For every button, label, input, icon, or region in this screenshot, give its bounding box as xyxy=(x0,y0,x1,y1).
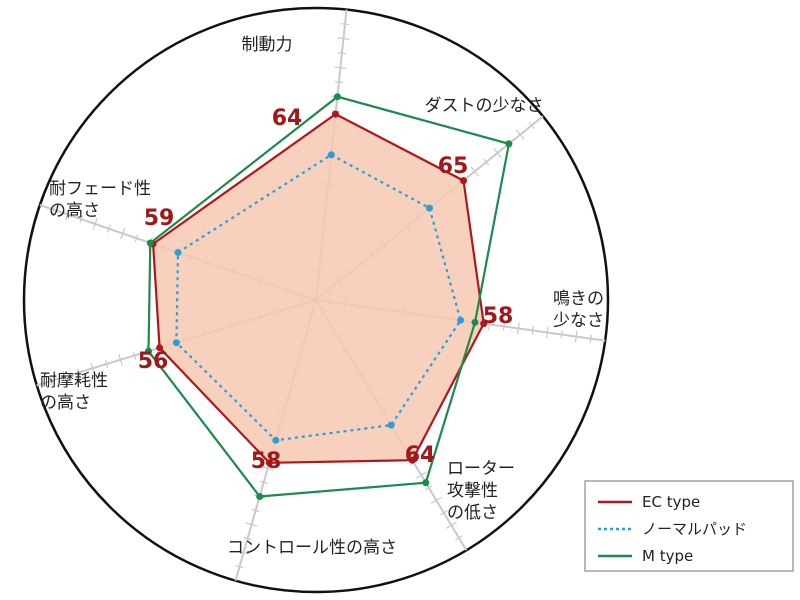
axis-tick xyxy=(92,218,98,230)
axis-tick xyxy=(440,510,448,516)
legend-label-0: EC type xyxy=(642,493,700,511)
axis-tick xyxy=(79,215,84,224)
value-label-5: 56 xyxy=(138,349,169,374)
axis-tick xyxy=(415,471,427,479)
series-2-point-4 xyxy=(256,493,264,500)
series-2-point-0 xyxy=(333,93,341,101)
series-1-point-3 xyxy=(387,421,395,429)
axis-tick xyxy=(560,330,563,339)
axis-tick xyxy=(132,351,137,360)
axis-tick xyxy=(425,485,433,491)
axis-tick xyxy=(76,368,81,377)
axis-tick xyxy=(470,166,480,177)
axis-tick xyxy=(251,508,260,513)
value-label-3: 64 xyxy=(405,443,436,468)
axis-tick xyxy=(337,37,350,40)
axis-label-1-line-0: ダストの少なさ xyxy=(425,96,544,116)
axis-label-2-line-1: 少なさ xyxy=(553,311,604,331)
axis-label-2-line-0: 鳴きの xyxy=(553,289,604,309)
axis-tick xyxy=(515,129,525,140)
series-0-point-5 xyxy=(156,344,164,352)
axis-tick xyxy=(243,536,252,541)
legend-label-2: M type xyxy=(642,547,693,565)
series-0-point-2 xyxy=(480,320,488,328)
series-2-point-5 xyxy=(145,347,152,355)
axis-tick xyxy=(120,227,126,240)
series-2-point-1 xyxy=(505,140,513,148)
axis-label-5-line-1: の高さ xyxy=(40,393,91,413)
axis-label-3-line-1: 攻撃性 xyxy=(447,481,498,501)
series-0-polygon xyxy=(151,112,485,464)
series-1-point-5 xyxy=(172,339,180,347)
axis-tick xyxy=(545,326,549,339)
axis-label-3-line-0: ローター xyxy=(447,459,515,479)
axis-tick xyxy=(90,362,95,375)
axis-tick xyxy=(261,466,274,471)
series-2-point-2 xyxy=(471,318,479,326)
axis-tick xyxy=(62,370,68,383)
axis-label-6-line-1: の高さ xyxy=(49,201,100,221)
axis-tick xyxy=(237,550,250,555)
axis-tick xyxy=(483,158,490,166)
axis-tick xyxy=(51,205,56,214)
axis-tick xyxy=(334,81,343,84)
axis-tick xyxy=(334,66,347,69)
axis-tick xyxy=(245,522,258,527)
axis-tick xyxy=(337,52,346,55)
axis-tick xyxy=(235,564,244,569)
axis-tick xyxy=(134,234,139,243)
series-0-point-1 xyxy=(460,177,467,185)
value-label-2: 58 xyxy=(483,304,514,329)
axis-tick xyxy=(64,208,71,221)
series-2-point-6 xyxy=(146,239,154,247)
axis-label-0-line-0: 制動力 xyxy=(242,35,293,55)
axis-tick xyxy=(455,535,463,541)
axis-tick xyxy=(589,334,592,343)
value-label-4: 58 xyxy=(251,449,282,474)
series-1-point-6 xyxy=(174,249,182,256)
value-label-1: 65 xyxy=(438,154,469,179)
axis-tick xyxy=(445,521,457,529)
axis-tick xyxy=(516,322,520,335)
axis-tick xyxy=(259,480,268,485)
value-label-6: 59 xyxy=(144,206,175,231)
series-2-polygon xyxy=(147,95,511,498)
axis-tick xyxy=(118,353,123,366)
series-1-point-4 xyxy=(272,436,280,444)
axis-tick xyxy=(502,322,506,331)
axis-tick xyxy=(528,121,535,129)
series-0-point-0 xyxy=(332,110,339,118)
axis-tick xyxy=(488,318,491,331)
axis-label-5-line-0: 耐摩耗性 xyxy=(40,371,108,391)
axis-tick xyxy=(531,326,535,335)
axis-label-6-line-0: 耐フェード性 xyxy=(49,179,151,199)
axis-tick xyxy=(107,224,111,233)
axis-label-3-line-2: の低さ xyxy=(447,503,498,523)
axis-tick xyxy=(430,496,442,504)
legend-label-1: ノーマルパッド xyxy=(642,520,747,538)
value-labels: 64 65 58 64 58 56 59 xyxy=(138,106,514,474)
series-layer xyxy=(145,93,513,500)
axis-tick xyxy=(574,330,578,343)
series-0-point-3 xyxy=(408,456,416,464)
series-2-point-3 xyxy=(422,479,430,487)
value-label-0: 64 xyxy=(272,106,303,131)
series-1-point-2 xyxy=(457,316,465,324)
legend: EC type ノーマルパッド M type xyxy=(584,480,794,572)
series-0-point-4 xyxy=(265,459,273,467)
axis-tick xyxy=(48,377,53,386)
series-1-point-0 xyxy=(327,151,335,159)
axis-tick xyxy=(493,147,502,159)
axis-tick xyxy=(340,23,350,26)
axis-label-4-line-0: コントロール性の高さ xyxy=(227,538,397,558)
series-1-point-1 xyxy=(426,204,433,212)
axis-tick xyxy=(104,360,109,369)
